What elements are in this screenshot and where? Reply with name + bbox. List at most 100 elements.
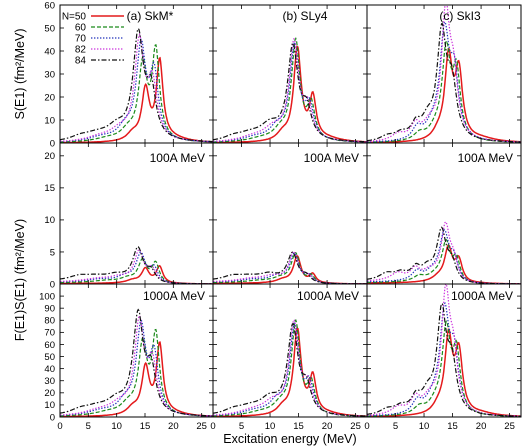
y-tick-label: 10 bbox=[44, 115, 55, 126]
x-tick-label: 15 bbox=[447, 421, 458, 432]
panel-frame bbox=[59, 283, 214, 418]
x-axis-label: Excitation energy (MeV) bbox=[223, 432, 356, 446]
series-84-line bbox=[60, 246, 213, 284]
panel-1-0-curves bbox=[60, 246, 213, 284]
x-tick-label: 10 bbox=[419, 421, 430, 432]
energy-annotation: 1000A MeV bbox=[451, 289, 513, 303]
energy-annotation: 100A MeV bbox=[458, 151, 513, 165]
panel-1-2-curves bbox=[367, 220, 521, 284]
panel-title: (c) SkI3 bbox=[439, 9, 481, 23]
panel-frame bbox=[366, 283, 522, 418]
energy-annotation: 100A MeV bbox=[304, 151, 359, 165]
series-n-50-line bbox=[213, 45, 367, 143]
x-tick-label: 25 bbox=[350, 421, 361, 432]
series-60-line bbox=[213, 318, 367, 417]
x-tick-label: 20 bbox=[168, 421, 179, 432]
legend-label: 82 bbox=[75, 45, 87, 56]
panel-0-2-curves bbox=[367, 5, 521, 143]
series-70-line bbox=[60, 319, 213, 417]
y-tick-label: 50 bbox=[44, 23, 55, 34]
x-tick-label: 20 bbox=[476, 421, 487, 432]
x-tick-label: 0 bbox=[364, 421, 369, 432]
y-tick-label: 20 bbox=[44, 151, 55, 162]
energy-annotation: 1000A MeV bbox=[297, 289, 359, 303]
series-84-line bbox=[367, 302, 521, 417]
y-tick-label: 20 bbox=[44, 92, 55, 103]
labels-layer: 0102030405060051015200102030405060708090… bbox=[13, 0, 515, 446]
series-70-line bbox=[60, 38, 213, 143]
series-84-line bbox=[367, 23, 521, 143]
panel-1-1-curves bbox=[213, 250, 367, 284]
x-tick-label: 0 bbox=[57, 421, 62, 432]
panel-frame bbox=[212, 283, 368, 418]
series-n-50-line bbox=[213, 326, 367, 417]
y-tick-label: 60 bbox=[44, 340, 55, 351]
series-n-50-line bbox=[213, 254, 367, 284]
y-tick-label: 0 bbox=[50, 138, 55, 149]
energy-annotation: 100A MeV bbox=[150, 151, 205, 165]
energy-annotation: 1000A MeV bbox=[143, 289, 205, 303]
series-n-50-line bbox=[367, 243, 521, 284]
series-60-line bbox=[213, 37, 367, 143]
x-tick-label: 20 bbox=[322, 421, 333, 432]
y-tick-label: 15 bbox=[44, 183, 55, 194]
y-axis-label-bottom: F(E1)S(E1) (fm²/MeV) bbox=[13, 219, 27, 341]
y-tick-label: 0 bbox=[50, 412, 55, 423]
series-70-line bbox=[367, 20, 521, 143]
x-tick-label: 25 bbox=[504, 421, 515, 432]
x-tick-label: 10 bbox=[265, 421, 276, 432]
y-tick-label: 100 bbox=[39, 291, 55, 302]
legend-label: 84 bbox=[75, 56, 87, 67]
series-70-line bbox=[213, 41, 367, 143]
series-82-line bbox=[60, 248, 213, 284]
y-tick-label: 60 bbox=[44, 0, 55, 11]
x-tick-label: 5 bbox=[393, 421, 398, 432]
series-70-line bbox=[367, 229, 521, 284]
x-tick-label: 15 bbox=[140, 421, 151, 432]
series-n-50-line bbox=[60, 56, 213, 143]
legend-label: 70 bbox=[75, 34, 87, 45]
legend-label: N=50 bbox=[62, 12, 87, 23]
series-82-line bbox=[60, 314, 213, 417]
panel-0-1-curves bbox=[213, 37, 367, 143]
y-tick-label: 10 bbox=[44, 400, 55, 411]
y-tick-label: 20 bbox=[44, 388, 55, 399]
y-tick-label: 80 bbox=[44, 316, 55, 327]
y-tick-label: 40 bbox=[44, 46, 55, 57]
y-tick-label: 90 bbox=[44, 303, 55, 314]
series-n-50-line bbox=[367, 47, 521, 143]
panel-2-0-curves bbox=[60, 308, 213, 417]
series-82-line bbox=[367, 5, 521, 143]
y-tick-label: 10 bbox=[44, 215, 55, 226]
panel-title: (b) SLy4 bbox=[283, 9, 328, 23]
x-tick-label: 5 bbox=[239, 421, 244, 432]
x-tick-label: 10 bbox=[111, 421, 122, 432]
ticks-layer bbox=[59, 4, 521, 418]
series-n-50-line bbox=[60, 341, 213, 417]
series-84-line bbox=[213, 42, 367, 143]
panel-2-1-curves bbox=[213, 318, 367, 417]
y-tick-label: 30 bbox=[44, 69, 55, 80]
y-tick-label: 50 bbox=[44, 352, 55, 363]
legend-label: 60 bbox=[75, 23, 87, 34]
x-tick-label: 15 bbox=[293, 421, 304, 432]
curves-layer bbox=[60, 5, 521, 417]
y-tick-label: 5 bbox=[50, 247, 55, 258]
series-70-line bbox=[367, 302, 521, 417]
series-60-line bbox=[60, 328, 213, 417]
y-tick-label: 70 bbox=[44, 328, 55, 339]
series-82-line bbox=[367, 220, 521, 284]
panel-0-0-curves bbox=[60, 27, 213, 143]
series-60-line bbox=[60, 257, 213, 284]
y-tick-label: 30 bbox=[44, 376, 55, 387]
series-70-line bbox=[213, 322, 367, 417]
series-82-line bbox=[367, 284, 521, 417]
x-tick-label: 5 bbox=[86, 421, 91, 432]
x-tick-label: 25 bbox=[196, 421, 207, 432]
panel-title: (a) SkM* bbox=[127, 9, 174, 23]
series-84-line bbox=[60, 308, 213, 417]
series-60-line bbox=[213, 251, 367, 284]
y-tick-label: 0 bbox=[50, 279, 55, 290]
